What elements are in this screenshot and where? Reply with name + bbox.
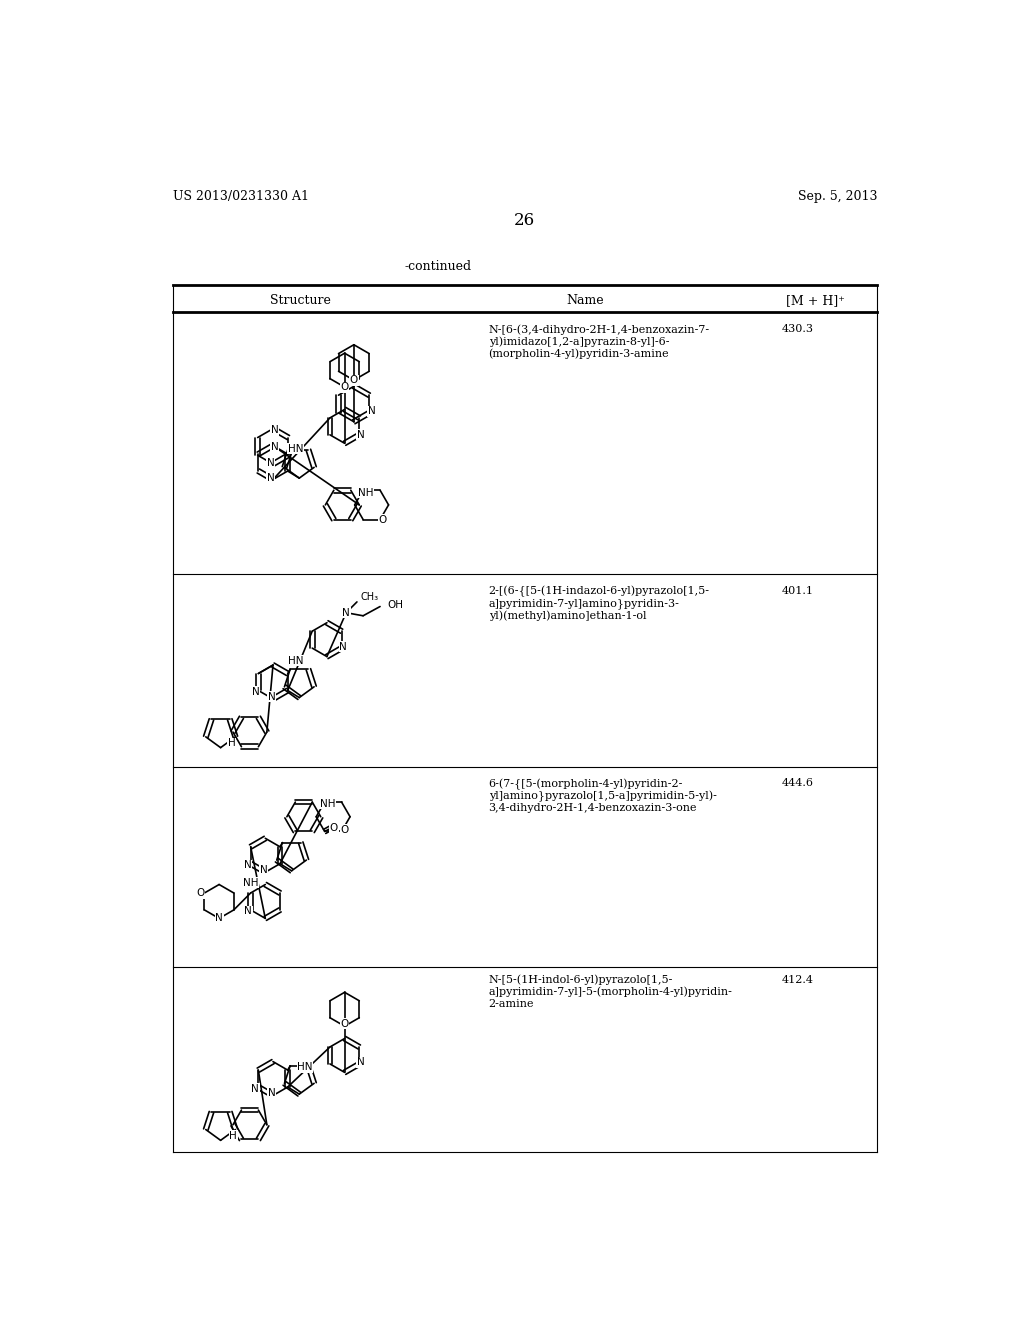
Text: O: O <box>350 375 358 385</box>
Text: Sep. 5, 2013: Sep. 5, 2013 <box>798 190 878 203</box>
Text: 412.4: 412.4 <box>781 974 813 985</box>
Text: CH₃: CH₃ <box>360 593 379 602</box>
Text: O: O <box>341 1019 349 1028</box>
Text: N: N <box>342 607 350 618</box>
Text: N: N <box>267 692 275 702</box>
Text: yl)imidazo[1,2-a]pyrazin-8-yl]-6-: yl)imidazo[1,2-a]pyrazin-8-yl]-6- <box>488 337 669 347</box>
Text: 2-[(6-{[5-(1H-indazol-6-yl)pyrazolo[1,5-: 2-[(6-{[5-(1H-indazol-6-yl)pyrazolo[1,5- <box>488 586 710 597</box>
Text: N: N <box>215 913 223 924</box>
Text: N: N <box>260 865 267 875</box>
Text: HN: HN <box>289 656 304 665</box>
Text: N: N <box>357 430 365 440</box>
Text: N: N <box>270 425 279 436</box>
Text: 3,4-dihydro-2H-1,4-benzoxazin-3-one: 3,4-dihydro-2H-1,4-benzoxazin-3-one <box>488 803 697 813</box>
Text: O: O <box>341 381 349 392</box>
Text: N: N <box>267 458 274 467</box>
Text: 6-(7-{[5-(morpholin-4-yl)pyridin-2-: 6-(7-{[5-(morpholin-4-yl)pyridin-2- <box>488 779 683 789</box>
Text: H: H <box>229 1131 237 1140</box>
Text: a]pyrimidin-7-yl]-5-(morpholin-4-yl)pyridin-: a]pyrimidin-7-yl]-5-(morpholin-4-yl)pyri… <box>488 987 732 998</box>
Text: N: N <box>368 407 376 416</box>
Text: US 2013/0231330 A1: US 2013/0231330 A1 <box>173 190 309 203</box>
Text: N: N <box>267 473 274 483</box>
Text: 401.1: 401.1 <box>781 586 813 595</box>
Text: Name: Name <box>566 294 604 308</box>
Text: NH: NH <box>243 878 258 887</box>
Text: HN: HN <box>297 1063 312 1072</box>
Text: O: O <box>330 822 338 833</box>
Text: yl]amino}pyrazolo[1,5-a]pyrimidin-5-yl)-: yl]amino}pyrazolo[1,5-a]pyrimidin-5-yl)- <box>488 791 717 803</box>
Text: O: O <box>197 888 205 898</box>
Text: N: N <box>244 861 252 870</box>
Text: Structure: Structure <box>269 294 331 308</box>
Text: 26: 26 <box>514 211 536 228</box>
Text: N: N <box>252 686 260 697</box>
Text: N: N <box>267 1088 275 1098</box>
Text: 430.3: 430.3 <box>781 323 813 334</box>
Text: a]pyrimidin-7-yl]amino}pyridin-3-: a]pyrimidin-7-yl]amino}pyridin-3- <box>488 598 680 609</box>
Text: NH: NH <box>357 487 373 498</box>
Text: O: O <box>378 515 386 524</box>
Text: NH: NH <box>319 799 336 809</box>
Text: (morpholin-4-yl)pyridin-3-amine: (morpholin-4-yl)pyridin-3-amine <box>488 348 670 359</box>
Text: yl)(methyl)amino]ethan-1-ol: yl)(methyl)amino]ethan-1-ol <box>488 610 646 620</box>
Text: 444.6: 444.6 <box>781 779 813 788</box>
Text: N: N <box>339 642 347 652</box>
Text: HN: HN <box>288 444 303 454</box>
Text: N-[5-(1H-indol-6-yl)pyrazolo[1,5-: N-[5-(1H-indol-6-yl)pyrazolo[1,5- <box>488 974 673 985</box>
Text: H: H <box>227 738 236 748</box>
Text: 2-amine: 2-amine <box>488 999 535 1010</box>
Text: N: N <box>270 442 279 453</box>
Text: OH: OH <box>388 601 403 610</box>
Text: O: O <box>341 825 349 834</box>
Text: -continued: -continued <box>406 260 472 273</box>
Text: N: N <box>357 1057 365 1068</box>
Text: N: N <box>245 907 252 916</box>
Text: N-[6-(3,4-dihydro-2H-1,4-benzoxazin-7-: N-[6-(3,4-dihydro-2H-1,4-benzoxazin-7- <box>488 323 710 334</box>
Text: [M + H]⁺: [M + H]⁺ <box>786 294 845 308</box>
Text: N: N <box>251 1084 259 1093</box>
